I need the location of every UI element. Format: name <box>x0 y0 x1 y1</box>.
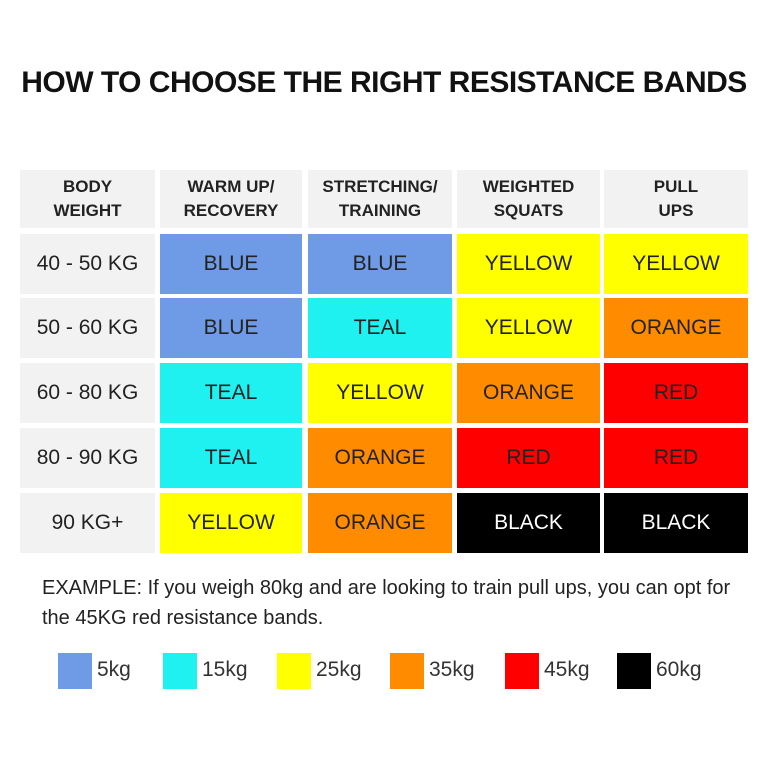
band-cell: RED <box>604 363 748 423</box>
header-line: PULL <box>653 177 699 196</box>
header-cell: WEIGHTED SQUATS <box>457 170 600 228</box>
weight-cell: 90 KG+ <box>20 493 155 553</box>
band-cell: ORANGE <box>308 428 452 488</box>
legend-label: 15kg <box>202 658 248 681</box>
legend-swatch <box>617 653 651 689</box>
band-cell: ORANGE <box>604 298 748 358</box>
band-cell: YELLOW <box>160 493 302 553</box>
band-cell: BLUE <box>160 298 302 358</box>
band-cell: BLUE <box>160 234 302 294</box>
title: HOW TO CHOOSE THE RIGHT RESISTANCE BANDS <box>21 66 747 99</box>
band-cell: TEAL <box>160 428 302 488</box>
band-cell: YELLOW <box>604 234 748 294</box>
legend-swatch <box>505 653 539 689</box>
band-cell: ORANGE <box>308 493 452 553</box>
header-line: WEIGHT <box>53 201 122 220</box>
weight-cell: 50 - 60 KG <box>20 298 155 358</box>
weight-cell: 80 - 90 KG <box>20 428 155 488</box>
band-cell: TEAL <box>160 363 302 423</box>
header-line: WEIGHTED <box>482 177 575 196</box>
band-cell: TEAL <box>308 298 452 358</box>
header-cell: WARM UP/RECOVERY <box>160 170 302 228</box>
example-text: EXAMPLE: If you weigh 80kg and are looki… <box>42 577 731 629</box>
header-line: WARM UP/ <box>187 177 275 196</box>
header-line: TRAINING <box>338 201 422 220</box>
header-line: UPS <box>658 201 694 220</box>
weight-cell: 60 - 80 KG <box>20 363 155 423</box>
weight-cell: 40 - 50 KG <box>20 234 155 294</box>
header-cell: PULL UPS <box>604 170 748 228</box>
band-cell: ORANGE <box>457 363 600 423</box>
header-line: RECOVERY <box>183 201 279 220</box>
band-cell: RED <box>604 428 748 488</box>
band-cell: BLACK <box>604 493 748 553</box>
header-line: SQUATS <box>493 201 564 220</box>
legend-swatch <box>390 653 424 689</box>
header-cell: STRETCHING/TRAINING <box>308 170 452 228</box>
legend-label: 5kg <box>97 658 131 681</box>
band-cell: YELLOW <box>308 363 452 423</box>
legend-label: 35kg <box>429 658 475 681</box>
header-line: STRETCHING/ <box>322 177 438 196</box>
band-cell: YELLOW <box>457 234 600 294</box>
band-cell: BLACK <box>457 493 600 553</box>
legend-swatch <box>277 653 311 689</box>
legend-swatch <box>58 653 92 689</box>
legend-swatch <box>163 653 197 689</box>
legend-label: 25kg <box>316 658 362 681</box>
header-line: BODY <box>62 177 113 196</box>
header-cell: BODY WEIGHT <box>20 170 155 228</box>
legend-label: 60kg <box>656 658 702 681</box>
band-cell: RED <box>457 428 600 488</box>
band-cell: YELLOW <box>457 298 600 358</box>
legend-label: 45kg <box>544 658 590 681</box>
band-cell: BLUE <box>308 234 452 294</box>
